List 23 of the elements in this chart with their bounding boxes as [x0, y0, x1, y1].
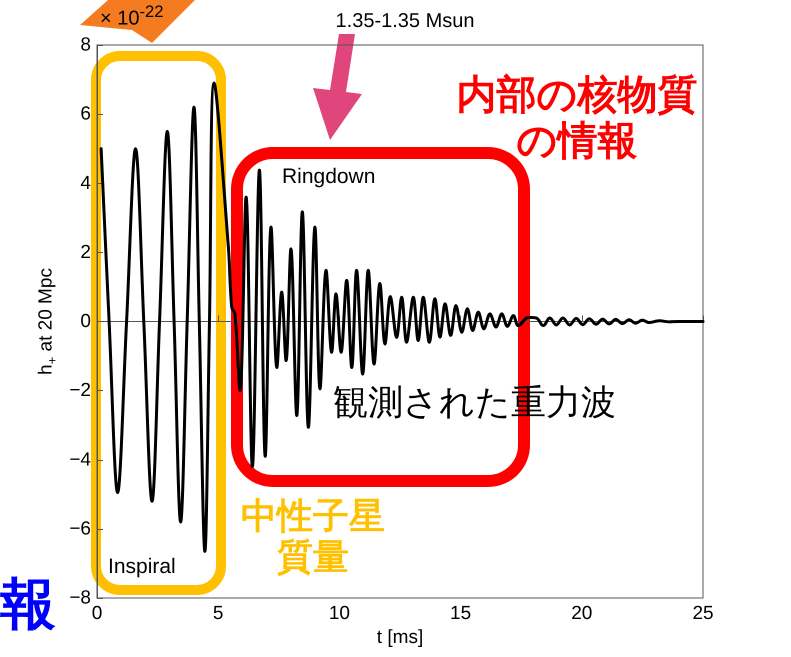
x-tick-label: 10 [328, 603, 350, 624]
annotation: 内部の核物質の情報 [456, 72, 698, 164]
y-tick-label: −4 [69, 449, 92, 470]
y-tick-label: 6 [80, 104, 91, 125]
x-axis-title: t [ms] [376, 626, 424, 648]
text: 報 [0, 572, 56, 636]
y-tick-label: 2 [80, 242, 91, 263]
y-tick-label: −8 [69, 588, 91, 608]
annotation: 中性子星質量 [240, 495, 386, 578]
annotation: Inspiral [108, 555, 176, 580]
x-tick-label: 5 [212, 603, 224, 624]
chart-title: 1.35-1.35 Msun [336, 10, 474, 32]
y-tick-label: 0 [80, 311, 91, 332]
text: × 10$^{-22}$ [100, 2, 164, 31]
annotation: Ringdown [282, 165, 376, 190]
y-tick-label: 8 [80, 34, 91, 56]
y-axis-title: h+ at 20 Mpc [35, 268, 60, 375]
x-tick-label: 25 [692, 603, 714, 624]
x-tick-label: 15 [450, 603, 472, 624]
y-tick-label: 4 [80, 172, 92, 194]
x-tick-label: 20 [571, 603, 592, 624]
y-tick-label: −6 [69, 518, 91, 540]
y-tick-label: −2 [69, 380, 91, 402]
